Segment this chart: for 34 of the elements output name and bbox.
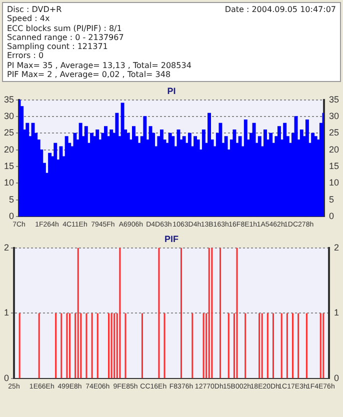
text: Scanned range : 0 - 2137967 xyxy=(7,32,125,42)
y2-tick-label: 2 xyxy=(334,242,340,253)
chart-title: PIF xyxy=(164,234,179,244)
y-tick-label: 0 xyxy=(4,373,10,384)
text: Sampling count : 121371 xyxy=(7,42,109,52)
y-tick-label: 0 xyxy=(8,211,14,222)
y-tick-label: 30 xyxy=(4,111,14,122)
y2-tick-label: 1 xyxy=(334,308,340,318)
y2-tick-label: 0 xyxy=(328,211,334,222)
y-tick-label: 15 xyxy=(4,161,14,172)
y2-tick-label: 35 xyxy=(328,94,340,105)
y2-tick-label: 0 xyxy=(334,373,340,384)
y-tick-label: 10 xyxy=(4,178,14,188)
text: Disc : DVD+R xyxy=(7,5,62,14)
text: Errors : 0 xyxy=(7,51,45,61)
text: ECC blocks sum (PI/PIF) : 8/1 xyxy=(7,24,123,33)
y-tick-label: 20 xyxy=(4,144,14,155)
y2-tick-label: 5 xyxy=(328,194,334,205)
chart-title: PI xyxy=(167,86,176,96)
y-tick-label: 35 xyxy=(4,94,14,105)
text: Speed : 4x xyxy=(7,14,51,24)
y2-tick-label: 30 xyxy=(328,111,340,122)
y2-tick-label: 25 xyxy=(328,128,340,138)
y-tick-label: 1 xyxy=(4,308,10,318)
y2-tick-label: 15 xyxy=(328,161,340,172)
bar xyxy=(208,113,211,217)
text: PI Max= 35 , Average= 13,13 , Total= 208534 xyxy=(7,60,192,70)
y2-tick-label: 10 xyxy=(328,178,340,188)
y-tick-label: 5 xyxy=(8,194,14,205)
y2-tick-label: 20 xyxy=(328,144,340,155)
y-tick-label: 25 xyxy=(4,128,14,138)
text: PIF Max= 2 , Average= 0,02 , Total= 348 xyxy=(7,70,172,80)
y-tick-label: 2 xyxy=(4,242,10,253)
text: Date : 2004.09.05 10:47:07 xyxy=(224,5,336,14)
